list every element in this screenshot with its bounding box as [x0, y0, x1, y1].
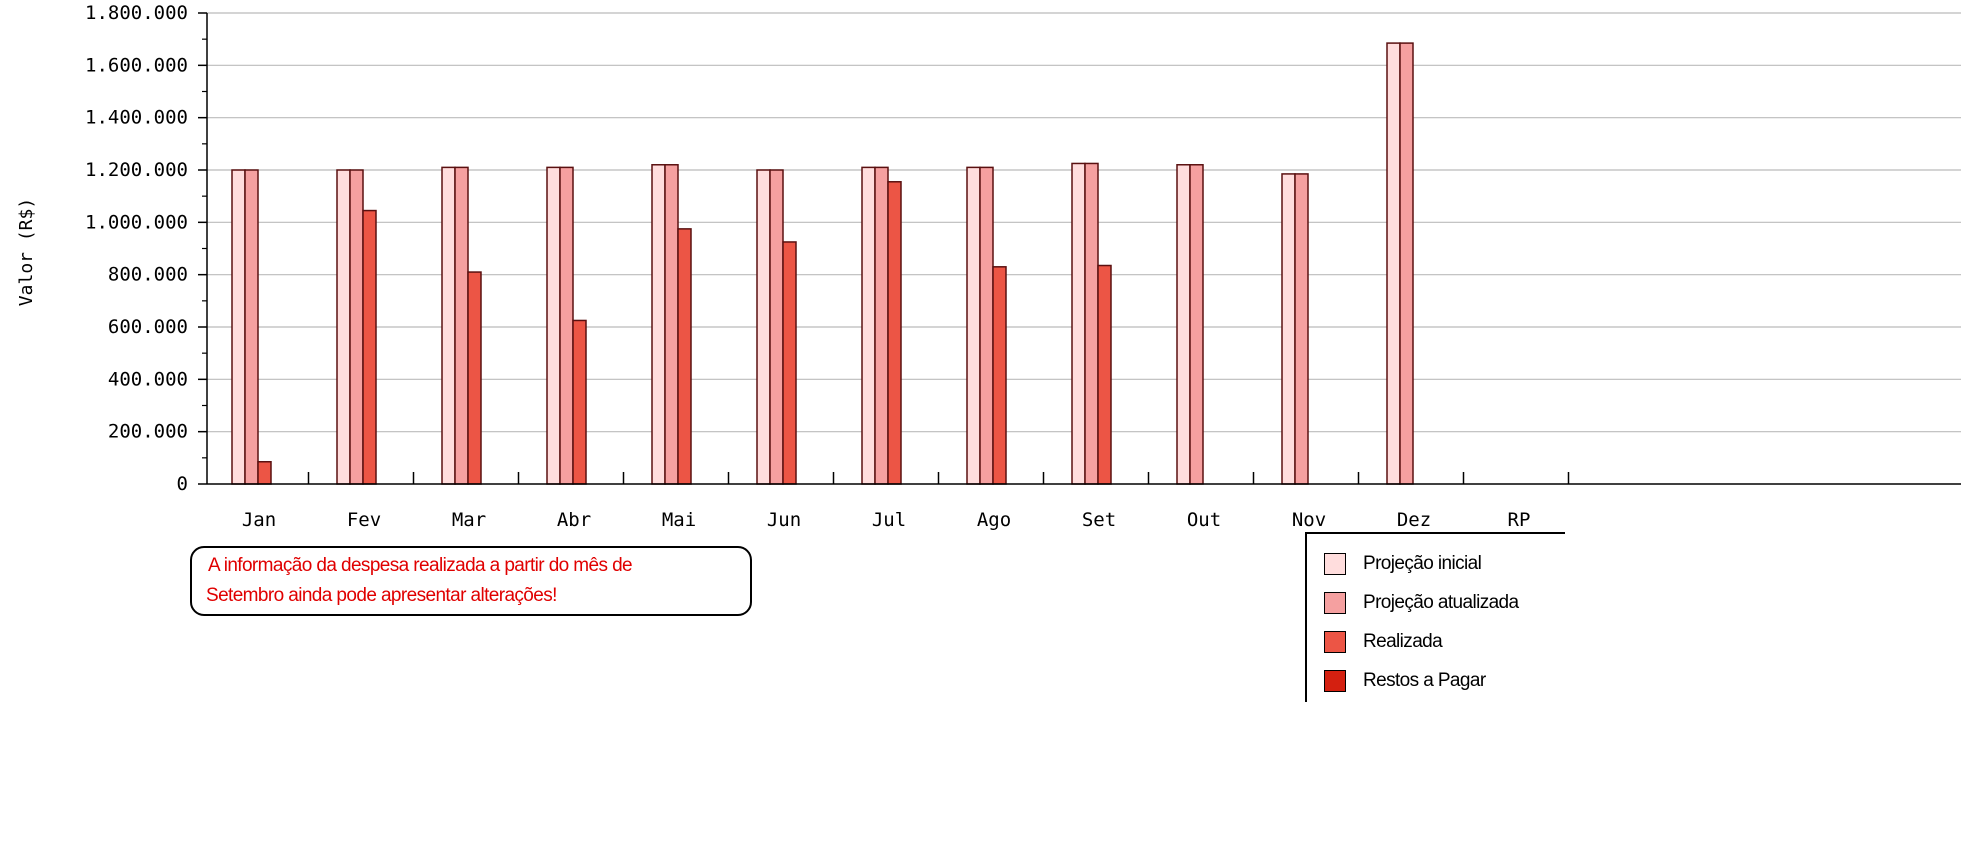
y-tick-label: 1.600.000 — [85, 54, 188, 76]
notice-line-2: Setembro ainda pode apresentar alteraçõe… — [206, 585, 557, 606]
bars — [231, 42, 1414, 485]
legend-item: Restos a Pagar — [1307, 661, 1565, 700]
bar — [861, 166, 876, 485]
y-tick-label: 1.000.000 — [85, 211, 188, 233]
bar — [887, 181, 902, 485]
bar — [992, 266, 1007, 485]
x-tick-label: Dez — [1397, 509, 1431, 531]
x-tick-label: Set — [1082, 509, 1116, 531]
bar — [1189, 164, 1204, 485]
y-axis-label: Valor (R$) — [16, 198, 37, 306]
legend-item: Projeção atualizada — [1307, 583, 1565, 622]
x-tick-label: Mai — [662, 509, 696, 531]
x-tick-label: Mar — [452, 509, 486, 531]
legend-label: Restos a Pagar — [1363, 669, 1486, 691]
legend-label: Projeção inicial — [1363, 552, 1482, 574]
bar — [244, 169, 259, 485]
bar — [979, 166, 994, 485]
x-tick-label: Ago — [977, 509, 1011, 531]
bar — [651, 164, 666, 485]
legend: Projeção inicial Projeção atualizada Reali… — [1305, 532, 1565, 702]
bar — [257, 461, 272, 485]
legend-item: Projeção inicial — [1307, 544, 1565, 583]
y-tick-label: 200.000 — [108, 421, 188, 443]
x-tick-label: Jan — [242, 509, 276, 531]
x-tick-labels: Jan Fev Mar Abr Mai Jun Jul Ago Set Out Nov Dez RP — [242, 509, 1531, 531]
bar — [1281, 173, 1296, 485]
bar — [782, 241, 797, 485]
legend-label: Projeção atualizada — [1363, 591, 1519, 613]
bar — [874, 166, 889, 485]
bar — [677, 228, 692, 485]
bar — [362, 209, 377, 485]
legend-swatch — [1324, 669, 1346, 692]
bar — [572, 319, 587, 485]
bar — [349, 169, 364, 485]
legend-label: Realizada — [1363, 630, 1443, 652]
bar — [467, 271, 482, 485]
x-tick-label: RP — [1508, 509, 1531, 531]
legend-swatch — [1324, 630, 1346, 653]
bar — [1399, 42, 1414, 485]
bar — [966, 166, 981, 485]
y-tick-label: 0 — [177, 473, 188, 495]
notice-line-1: A informação da despesa realizada a part… — [208, 555, 633, 576]
y-tick-label: 1.400.000 — [85, 107, 188, 129]
y-tick-label: 1.200.000 — [85, 159, 188, 181]
x-tick-label: Jul — [872, 509, 906, 531]
bar — [664, 164, 679, 485]
bar — [441, 166, 456, 485]
bar — [231, 169, 246, 485]
legend-swatch — [1324, 552, 1346, 575]
x-tick-label: Nov — [1292, 509, 1326, 531]
legend-swatch — [1324, 591, 1346, 614]
y-tick-label: 1.800.000 — [85, 2, 188, 24]
bar — [559, 166, 574, 485]
bar — [336, 169, 351, 485]
x-tick-label: Abr — [557, 509, 591, 531]
notice-box: A informação da despesa realizada a part… — [190, 546, 752, 616]
y-tick-labels: 0 200.000 400.000 600.000 800.000 1.000.000 1.… — [85, 2, 188, 495]
bar — [546, 166, 561, 485]
bar — [1071, 162, 1086, 485]
y-tick-label: 600.000 — [108, 316, 188, 338]
x-tick-label: Jun — [767, 509, 801, 531]
bar — [1084, 162, 1099, 485]
y-tick-label: 400.000 — [108, 368, 188, 390]
bar — [756, 169, 771, 485]
bar — [1097, 264, 1112, 485]
y-tick-label: 800.000 — [108, 264, 188, 286]
bar — [1386, 42, 1401, 485]
bar — [769, 169, 784, 485]
bar — [454, 166, 469, 485]
bar — [1294, 173, 1309, 485]
bar — [1176, 164, 1191, 485]
legend-item: Realizada — [1307, 622, 1565, 661]
axes — [198, 12, 1961, 485]
x-tick-label: Fev — [347, 509, 381, 531]
x-tick-label: Out — [1187, 509, 1221, 531]
